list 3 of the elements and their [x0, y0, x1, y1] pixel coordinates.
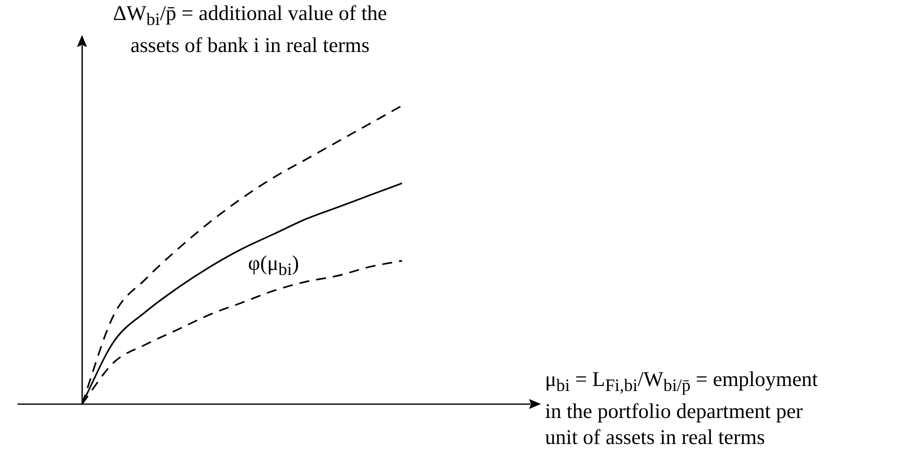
y-axis-title: ΔW$_{bi}$/p̄ = additional value of the assets of bank i in real terms — [112, 0, 388, 58]
text: μ$_{bi}$ = L$_{Fi,bi}$/W$_{bi/p̄}$ = employment in the portfolio department per unit of assets in real terms — [545, 367, 818, 450]
series-label: φ(μ$_{bi}$) — [248, 250, 299, 282]
